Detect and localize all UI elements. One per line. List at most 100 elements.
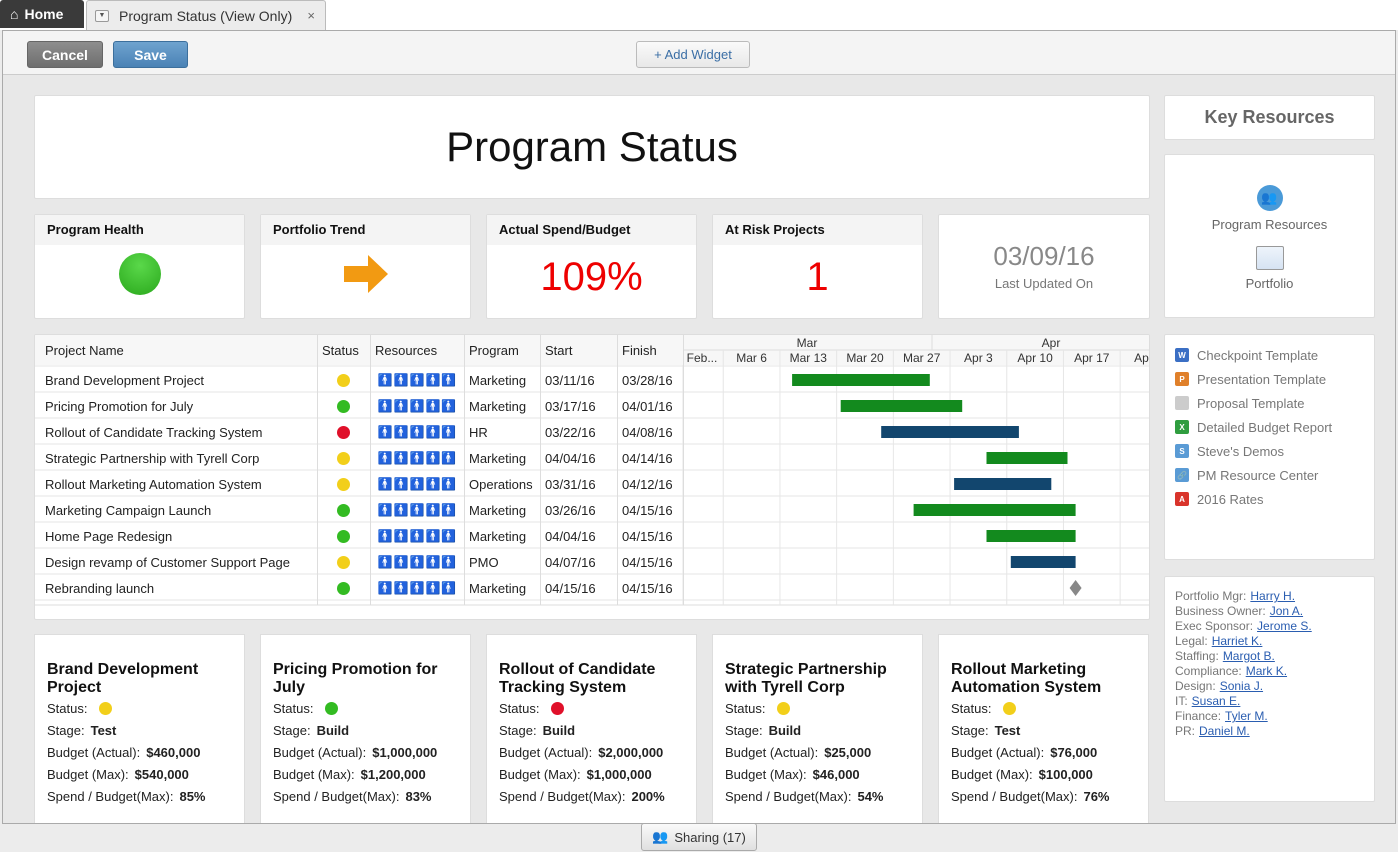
person-icon: 🚹 bbox=[409, 555, 425, 569]
person-icon: 🚹 bbox=[425, 373, 441, 387]
documents-widget: W Checkpoint Template P Presentation Templa… bbox=[1164, 334, 1375, 560]
column-header[interactable]: Resources bbox=[375, 342, 438, 358]
person-icon: 🚹 bbox=[409, 477, 425, 491]
resource-link[interactable]: 🔗 PM Resource Center bbox=[1175, 463, 1374, 487]
budget-actual-value: $460,000 bbox=[146, 744, 201, 760]
add-widget-button[interactable]: + Add Widget bbox=[636, 41, 750, 68]
project-card: Rollout of Candidate Tracking System Sta… bbox=[486, 634, 697, 823]
at-risk-widget: At Risk Projects 1 bbox=[712, 214, 923, 319]
tab-dropdown-icon[interactable]: ▼ bbox=[95, 9, 109, 22]
status-dot-icon bbox=[337, 373, 350, 387]
contact-name-link[interactable]: Tyler M. bbox=[1225, 709, 1268, 723]
resource-link[interactable]: W Checkpoint Template bbox=[1175, 343, 1374, 367]
gantt-chart: Mar Apr Feb... Mar 6 Mar 13 Mar 20 Mar 27 Apr 3… bbox=[35, 335, 1149, 606]
contact-name-link[interactable]: Harry H. bbox=[1250, 589, 1296, 603]
contact-name-link[interactable]: Jon A. bbox=[1269, 604, 1304, 618]
week-label: Feb... bbox=[687, 351, 718, 365]
column-header[interactable]: Finish bbox=[622, 342, 657, 358]
save-button[interactable]: Save bbox=[113, 41, 188, 68]
stage-value: Test bbox=[90, 722, 117, 738]
finish-cell: 03/28/16 bbox=[622, 372, 673, 388]
stage-value: Build bbox=[542, 722, 576, 738]
table-row[interactable]: Strategic Partnership with Tyrell Corp 🚹 🚹… bbox=[35, 445, 683, 471]
portfolio-link[interactable]: Portfolio bbox=[1165, 246, 1374, 291]
contact-name-link[interactable]: Sonia J. bbox=[1219, 679, 1264, 693]
resource-link[interactable]: X Detailed Budget Report bbox=[1175, 415, 1374, 439]
contact-role: Business Owner: bbox=[1175, 604, 1266, 618]
home-icon: ⌂ bbox=[10, 6, 19, 22]
project-name: Marketing Campaign Launch bbox=[45, 502, 212, 518]
resources-cell: 🚹 🚹 🚹 🚹 🚹 bbox=[370, 367, 464, 393]
close-icon[interactable]: × bbox=[307, 8, 315, 23]
contact-row: Exec Sponsor: Jerome S. bbox=[1175, 619, 1374, 634]
table-row[interactable]: Rollout Marketing Automation System 🚹 🚹 🚹 🚹 🚹… bbox=[35, 471, 683, 497]
table-row[interactable]: Home Page Redesign 🚹 🚹 🚹 🚹 🚹 Marketing 04/04/16… bbox=[35, 523, 683, 549]
gantt-bar bbox=[840, 400, 963, 412]
project-card-title: Rollout Marketing Automation System bbox=[951, 661, 1102, 696]
gantt-bar bbox=[881, 426, 1019, 438]
pdf-icon: A bbox=[1175, 492, 1189, 506]
table-row[interactable]: Brand Development Project 🚹 🚹 🚹 🚹 🚹 Marketing 0… bbox=[35, 367, 683, 393]
week-label: Apr 3 bbox=[964, 351, 993, 365]
resource-link[interactable]: P Presentation Template bbox=[1175, 367, 1374, 391]
budget-actual-label: Budget (Actual): bbox=[273, 744, 367, 760]
column-divider bbox=[317, 335, 318, 605]
program-cell: Operations bbox=[469, 476, 533, 492]
stage-value: Build bbox=[316, 722, 350, 738]
project-card-title: Strategic Partnership with Tyrell Corp bbox=[725, 661, 887, 696]
status-dot-icon bbox=[777, 701, 791, 715]
person-icon: 🚹 bbox=[377, 477, 393, 491]
sharing-button[interactable]: 👥 Sharing (17) bbox=[641, 823, 757, 851]
table-row[interactable]: Pricing Promotion for July 🚹 🚹 🚹 🚹 🚹 Marketing… bbox=[35, 393, 683, 419]
table-row[interactable]: Marketing Campaign Launch 🚹 🚹 🚹 🚹 🚹 Marketing 0… bbox=[35, 497, 683, 523]
toolbar: Cancel Save + Add Widget bbox=[3, 31, 1395, 75]
table-row[interactable]: Rollout of Candidate Tracking System 🚹 🚹 🚹 🚹… bbox=[35, 419, 683, 445]
person-icon: 🚹 bbox=[425, 399, 441, 413]
page-title: Program Status bbox=[34, 95, 1150, 199]
contact-name-link[interactable]: Jerome S. bbox=[1257, 619, 1312, 633]
demo-icon: S bbox=[1175, 444, 1189, 458]
contact-name-link[interactable]: Harriet K. bbox=[1211, 634, 1263, 648]
finish-cell: 04/08/16 bbox=[622, 424, 673, 440]
contact-role: Legal: bbox=[1175, 634, 1208, 648]
contact-name-link[interactable]: Mark K. bbox=[1245, 664, 1288, 678]
column-header[interactable]: Project Name bbox=[45, 342, 124, 358]
person-icon: 🚹 bbox=[377, 425, 393, 439]
contact-name-link[interactable]: Susan E. bbox=[1191, 694, 1241, 708]
metric-label: Portfolio Trend bbox=[261, 215, 470, 245]
budget-max-value: $46,000 bbox=[812, 766, 860, 782]
stage-label: Stage: bbox=[951, 722, 989, 738]
gantt-bar bbox=[1010, 556, 1076, 568]
person-icon: 🚹 bbox=[377, 399, 393, 413]
excel-icon: X bbox=[1175, 420, 1189, 434]
program-cell: Marketing bbox=[469, 450, 527, 466]
table-row[interactable]: Design revamp of Customer Support Page 🚹 🚹… bbox=[35, 549, 683, 575]
cancel-button[interactable]: Cancel bbox=[27, 41, 103, 68]
project-name: Strategic Partnership with Tyrell Corp bbox=[45, 450, 260, 466]
resources-cell: 🚹 🚹 🚹 🚹 🚹 bbox=[370, 419, 464, 445]
budget-actual-value: $2,000,000 bbox=[598, 744, 664, 760]
column-header[interactable]: Start bbox=[545, 342, 573, 358]
column-header[interactable]: Program bbox=[469, 342, 519, 358]
finish-cell: 04/15/16 bbox=[622, 528, 673, 544]
program-resources-link[interactable]: 👥 Program Resources bbox=[1165, 185, 1374, 232]
project-name: Rollout of Candidate Tracking System bbox=[45, 424, 263, 440]
tab-home[interactable]: ⌂ Home bbox=[0, 0, 84, 28]
week-label: Apr 10 bbox=[1017, 351, 1053, 365]
resource-link[interactable]: S Steve's Demos bbox=[1175, 439, 1374, 463]
resource-link[interactable]: A 2016 Rates bbox=[1175, 487, 1374, 511]
person-icon: 🚹 bbox=[409, 581, 425, 595]
contact-name-link[interactable]: Margot B. bbox=[1222, 649, 1275, 663]
contact-role: PR: bbox=[1175, 724, 1196, 738]
person-icon: 🚹 bbox=[393, 477, 409, 491]
person-icon: 🚹 bbox=[377, 373, 393, 387]
table-row[interactable]: Rebranding launch 🚹 🚹 🚹 🚹 🚹 Marketing 04/15/16 0… bbox=[35, 575, 683, 601]
tab-program-status[interactable]: ▼ Program Status (View Only) × bbox=[86, 0, 326, 30]
column-header[interactable]: Status bbox=[322, 342, 359, 358]
budget-max-value: $1,000,000 bbox=[586, 766, 652, 782]
resource-link[interactable]: Proposal Template bbox=[1175, 391, 1374, 415]
status-cell bbox=[317, 367, 370, 393]
status-cell bbox=[317, 393, 370, 419]
last-updated-date: 03/09/16 bbox=[993, 241, 1095, 271]
contact-name-link[interactable]: Daniel M. bbox=[1199, 724, 1250, 738]
